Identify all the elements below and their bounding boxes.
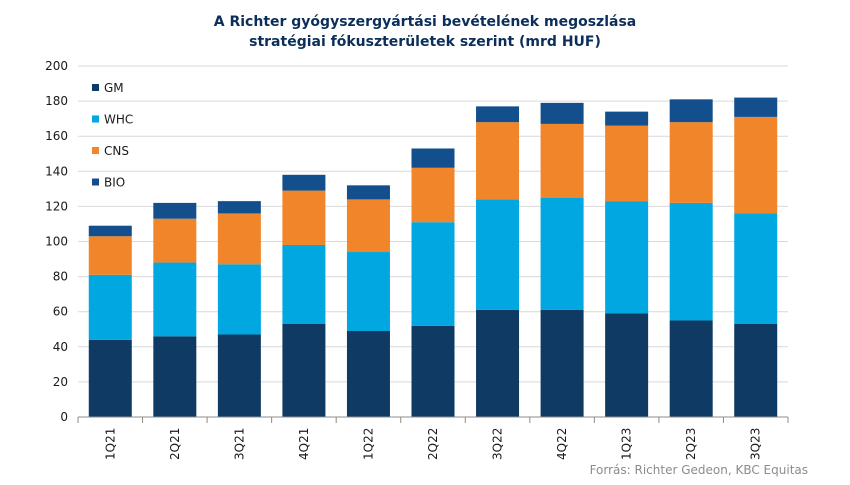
y-tick-label: 100 xyxy=(45,235,68,249)
x-axis xyxy=(77,416,789,423)
chart-title-line-1: A Richter gyógyszergyártási bevételének … xyxy=(213,14,637,30)
bar-whc-1q23 xyxy=(605,201,649,314)
legend-label-gm: GM xyxy=(104,81,124,95)
chart-title-line-2: stratégiai fókuszterületek szerint (mrd … xyxy=(249,34,601,50)
bar-gm-2q23 xyxy=(669,320,713,417)
bar-gm-4q21 xyxy=(282,323,326,417)
bar-cns-3q23 xyxy=(734,116,778,214)
legend-swatch-bio xyxy=(92,178,99,186)
source-note: Forrás: Richter Gedeon, KBC Equitas xyxy=(589,463,808,477)
bar-cns-2q23 xyxy=(669,122,713,203)
bar-gm-3q23 xyxy=(734,323,778,417)
bar-bio-4q21 xyxy=(282,174,326,191)
bar-whc-1q21 xyxy=(88,274,132,340)
bar-whc-4q22 xyxy=(540,197,584,310)
bar-cns-2q21 xyxy=(153,218,197,263)
legend-swatch-cns xyxy=(92,147,99,154)
y-tick-label: 20 xyxy=(53,375,68,389)
legend-swatch-gm xyxy=(92,84,99,91)
y-tick-label: 60 xyxy=(53,305,68,319)
x-tick-label: 3Q21 xyxy=(232,428,246,460)
legend-label-whc: WHC xyxy=(104,113,133,127)
bar-whc-2q21 xyxy=(153,262,197,337)
bar-bio-1q22 xyxy=(346,185,390,200)
bar-cns-1q21 xyxy=(88,236,132,275)
bar-cns-3q22 xyxy=(476,122,520,200)
bar-cns-4q21 xyxy=(282,190,326,246)
y-tick-label: 140 xyxy=(45,164,68,178)
x-tick-label: 1Q23 xyxy=(620,428,634,460)
x-tick-label: 3Q23 xyxy=(749,428,763,460)
x-tick-label: 4Q22 xyxy=(555,428,569,460)
x-axis-tick-labels: 1Q21 2Q21 3Q21 4Q21 1Q22 2Q22 3Q22 4Q22 1Q23 2Q23… xyxy=(103,428,762,460)
bar-bio-1q23 xyxy=(605,111,649,126)
legend: GM WHC CNS BIO xyxy=(92,81,133,190)
bar-whc-3q21 xyxy=(217,264,261,335)
bar-bio-3q22 xyxy=(476,106,520,123)
bar-cns-3q21 xyxy=(217,213,261,265)
legend-label-cns: CNS xyxy=(104,144,129,158)
x-tick-label: 1Q22 xyxy=(361,428,375,460)
y-tick-label: 40 xyxy=(53,340,68,354)
bar-bio-2q22 xyxy=(411,148,455,168)
y-tick-label: 80 xyxy=(53,270,68,284)
bar-whc-3q22 xyxy=(476,199,520,310)
bar-whc-4q21 xyxy=(282,245,326,324)
x-tick-label: 1Q21 xyxy=(103,428,117,460)
bar-gm-1q21 xyxy=(88,339,132,417)
legend-swatch-whc xyxy=(92,115,99,123)
bar-gm-2q21 xyxy=(153,336,197,417)
x-tick-label: 2Q22 xyxy=(426,428,440,460)
bar-gm-3q22 xyxy=(476,309,520,417)
y-tick-label: 0 xyxy=(60,410,68,424)
bar-whc-2q22 xyxy=(411,222,455,326)
bar-bio-4q22 xyxy=(540,102,584,124)
bar-whc-1q22 xyxy=(346,252,390,332)
stacked-bars xyxy=(88,97,778,417)
x-tick-label: 3Q22 xyxy=(491,428,505,460)
bar-cns-2q22 xyxy=(411,167,455,223)
x-tick-label: 4Q21 xyxy=(297,428,311,460)
bar-bio-1q21 xyxy=(88,225,132,237)
bar-whc-2q23 xyxy=(669,202,713,321)
bar-cns-1q22 xyxy=(346,199,390,253)
y-tick-label: 160 xyxy=(45,129,68,143)
bar-bio-3q23 xyxy=(734,97,778,117)
bar-whc-3q23 xyxy=(734,213,778,324)
bar-cns-1q23 xyxy=(605,125,649,202)
legend-label-bio: BIO xyxy=(104,176,125,190)
y-tick-label: 180 xyxy=(45,94,68,108)
y-tick-label: 200 xyxy=(45,59,68,73)
bar-bio-2q23 xyxy=(669,99,713,123)
bar-bio-2q21 xyxy=(153,202,197,219)
bar-cns-4q22 xyxy=(540,123,584,198)
y-tick-label: 120 xyxy=(45,199,68,213)
bar-gm-4q22 xyxy=(540,309,584,417)
bar-bio-3q21 xyxy=(217,201,261,214)
bar-gm-3q21 xyxy=(217,334,261,417)
y-axis-tick-labels: 0 20 40 60 80 100 120 140 160 180 200 xyxy=(45,59,68,424)
x-tick-label: 2Q21 xyxy=(168,428,182,460)
bar-gm-2q22 xyxy=(411,325,455,417)
x-tick-label: 2Q23 xyxy=(684,428,698,460)
bar-gm-1q22 xyxy=(346,331,390,417)
bar-gm-1q23 xyxy=(605,313,649,417)
